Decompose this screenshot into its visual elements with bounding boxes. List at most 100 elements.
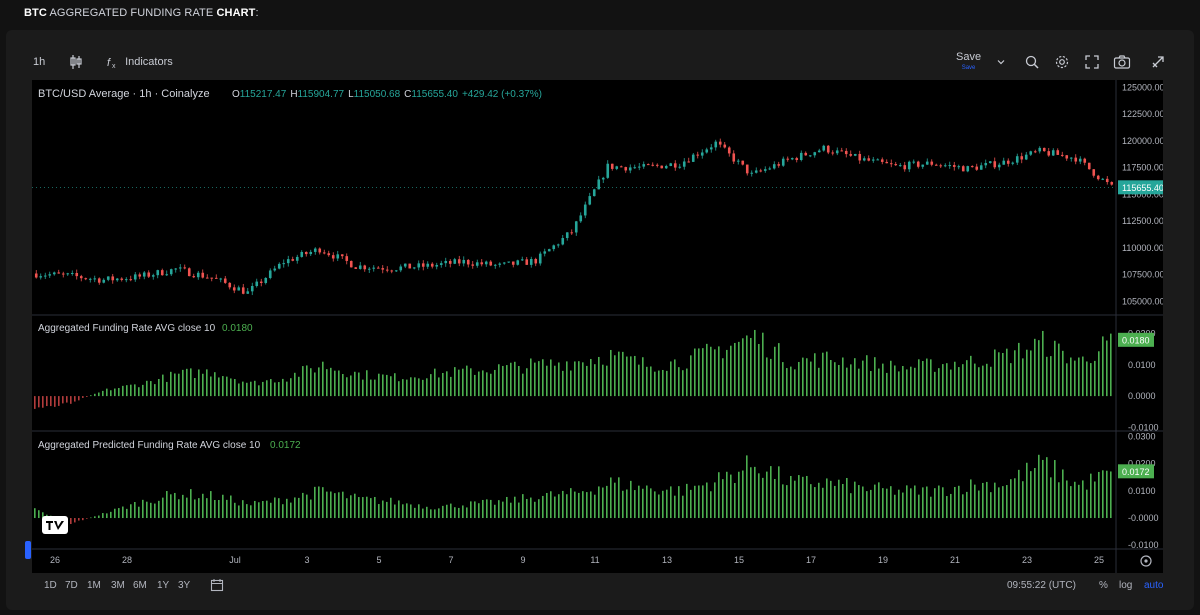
price-tick-label: 122500.00 <box>1122 109 1163 119</box>
zoom-button[interactable] <box>1024 48 1040 76</box>
rate-bar <box>410 377 412 397</box>
rate-bar <box>302 366 304 397</box>
candle-body <box>1078 158 1082 162</box>
candle-body <box>858 153 862 161</box>
rate-bar <box>102 390 104 397</box>
candle-body <box>853 153 857 156</box>
candle-body <box>592 189 596 197</box>
candle-body <box>363 265 367 270</box>
price-pane: 125000.00 122500.00 120000.00 117500.00 1150… <box>32 82 1165 306</box>
candle-body <box>849 154 853 156</box>
chart-type-button[interactable] <box>68 48 84 76</box>
range-6m-button[interactable]: 6M <box>133 580 147 591</box>
screenshot-button[interactable] <box>1113 48 1131 76</box>
rate-bar <box>38 510 40 519</box>
rate-bar <box>834 485 836 519</box>
log-scale-button[interactable]: log <box>1119 580 1133 591</box>
chart-area[interactable]: 125000.00 122500.00 120000.00 117500.00 1150… <box>32 80 1165 573</box>
range-1m-button[interactable]: 1M <box>87 580 101 591</box>
candle-body <box>628 167 632 171</box>
rate-bar <box>262 381 264 397</box>
range-3m-button[interactable]: 3M <box>111 580 125 591</box>
range-1y-button[interactable]: 1Y <box>157 580 170 591</box>
candle-body <box>1069 157 1073 159</box>
rate-bar <box>794 369 796 397</box>
fullscreen-button[interactable] <box>1084 48 1100 76</box>
rate-bar <box>214 372 216 397</box>
rate-bar <box>354 371 356 397</box>
rate-bar <box>1106 470 1108 519</box>
candles-icon <box>68 55 84 70</box>
save-options-button[interactable] <box>996 48 1006 76</box>
chart-svg[interactable]: 125000.00122500.00120000.00117500.001150… <box>32 80 1165 573</box>
rate-bar <box>1098 351 1100 397</box>
rate-bar <box>294 372 296 397</box>
rate-bar <box>978 367 980 397</box>
save-button[interactable]: Save Save <box>956 52 981 73</box>
candle-body <box>718 141 722 145</box>
rate-bar <box>918 359 920 397</box>
rate-bar <box>238 383 240 397</box>
rate-bar <box>890 486 892 519</box>
rate-bar <box>662 369 664 397</box>
rate-bar <box>610 349 612 397</box>
rate-bar <box>430 509 432 519</box>
goto-date-button[interactable] <box>210 578 224 595</box>
candle-body <box>687 161 691 163</box>
clock-time[interactable]: 09:55:22 (UTC) <box>1007 580 1076 591</box>
settings-button[interactable] <box>1054 48 1070 76</box>
candle-body <box>1033 151 1037 153</box>
rate-bar <box>914 367 916 397</box>
rate-bar <box>478 371 480 397</box>
chevron-down-icon <box>996 56 1006 68</box>
share-button[interactable] <box>1150 48 1166 76</box>
candle-body <box>871 159 875 161</box>
rate-bar <box>742 338 744 397</box>
candle-body <box>493 264 497 266</box>
rate-bar <box>286 498 288 519</box>
range-1d-button[interactable]: 1D <box>44 580 57 591</box>
rate-bar <box>70 396 72 404</box>
rate-bar <box>942 487 944 519</box>
rate-bar <box>1018 342 1020 397</box>
rate-bar <box>858 485 860 519</box>
rate-bar <box>110 511 112 519</box>
candle-body <box>102 279 106 283</box>
rate-bar <box>590 358 592 397</box>
rate-bar <box>838 364 840 397</box>
rate-bar <box>114 388 116 397</box>
candle-body <box>709 147 713 150</box>
candle-body <box>403 263 407 267</box>
rate-bar <box>490 499 492 519</box>
rate-bar <box>714 349 716 397</box>
candle-body <box>826 145 830 153</box>
rate-bar <box>258 385 260 397</box>
rate-bar <box>126 385 128 397</box>
rate-bar <box>158 378 160 397</box>
candle-body <box>291 259 295 261</box>
range-7d-button[interactable]: 7D <box>65 580 78 591</box>
candle-body <box>516 260 520 265</box>
range-3y-button[interactable]: 3Y <box>178 580 191 591</box>
rate-bar <box>650 488 652 519</box>
rate-bar <box>330 491 332 519</box>
candle-body <box>111 276 115 281</box>
rate-bar <box>98 515 100 519</box>
interval-button[interactable]: 1h <box>33 56 46 68</box>
rate-bar <box>802 476 804 519</box>
percent-scale-button[interactable]: % <box>1099 580 1108 591</box>
rate-bar <box>502 501 504 519</box>
candle-body <box>759 170 763 172</box>
rate-bar <box>914 485 916 519</box>
drawing-toolbar-toggle[interactable] <box>25 541 31 559</box>
rate-bar <box>162 374 164 397</box>
rate-bar <box>806 475 808 519</box>
rate-bar <box>458 369 460 397</box>
rate-bar <box>798 475 800 519</box>
auto-scale-button[interactable]: auto <box>1144 580 1164 591</box>
rate-bar <box>450 376 452 397</box>
time-tick-label: 13 <box>662 555 672 565</box>
candle-body <box>601 177 605 180</box>
rate-bar <box>226 499 228 519</box>
